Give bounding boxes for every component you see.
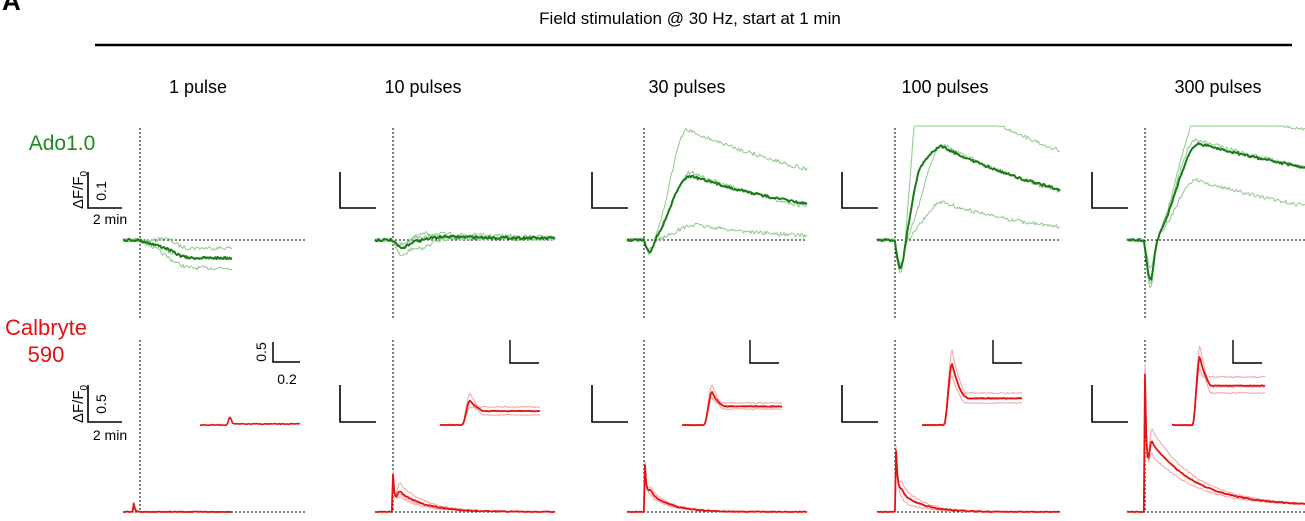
panel-label-1: 1 pulse [169,77,227,97]
ado-trace-2-1 [374,231,556,248]
ado-scale-bar-2 [339,172,376,209]
ca-scale-ylabel-sub: 0 [79,385,90,391]
figure-title: Field stimulation @ 30 Hz, start at 1 mi… [539,9,841,28]
ca-inset-trace-4-2 [921,365,1023,427]
inset-scale-value: 0.5 [253,342,269,362]
row-label-ado: Ado1.0 [29,132,96,155]
ca-inset-mean-1 [200,416,301,427]
ca-inset-trace-5-2 [1171,356,1266,427]
ado-scale-bar-4 [841,172,878,209]
ca-inset-trace-2-2 [439,400,541,427]
ado-scale-bar-5 [1091,172,1128,209]
ca-inset-trace-4-3 [921,375,1023,427]
ado-scale-bar: ΔF/F0 0.1 2 min [70,171,127,227]
ca-trace-3-3 [626,466,808,513]
ca-inset-mean-5 [1171,356,1266,427]
ca-scale-bar: ΔF/F0 0.5 2 min [70,385,127,443]
ca-trace-4-2 [876,452,1060,513]
panel-label-2: 10 pulses [384,77,461,97]
ca-scale-value: 0.5 [93,394,109,414]
ado-trace-3-2 [626,128,808,255]
ca-inset-trace-5-3 [1171,367,1266,427]
ca-scale-ylabel: ΔF/F [70,391,87,424]
panel-label-4: 100 pulses [901,77,988,97]
svg-text:ΔF/F0: ΔF/F0 [70,171,90,210]
row-label-590: 590 [28,342,65,367]
inset-scale-bar-4 [992,340,1022,364]
ado-trace-4-3 [876,200,1061,267]
svg-text:ΔF/F0: ΔF/F0 [70,385,90,424]
ca-inset-trace-3-3 [681,396,783,427]
ca-inset-mean-3 [682,390,783,427]
ado-scale-value: 0.1 [93,181,109,201]
ca-trace-3-2 [626,466,808,513]
ado-trace-1-3 [122,237,233,271]
ado-trace-3-3 [626,222,808,253]
ca-inset-mean-4 [921,362,1023,427]
ca-trace-3-1 [626,460,808,513]
ca-trace-4-1 [876,445,1060,513]
ado-trace-5-3 [1127,177,1305,269]
row-label-calbryte: Calbryte [5,315,87,340]
ca-trace-1-1 [123,502,232,513]
ca-trace-5-2 [1127,378,1305,513]
panel-label-5: 300 pulses [1174,77,1261,97]
inset-scale-bar-2 [509,340,539,364]
ado-scale-time: 2 min [93,211,127,227]
ado-scale-bar-3 [591,172,628,209]
ca-inset-trace-2-3 [439,405,541,427]
inset-scale-bar-5 [1232,340,1262,364]
ado-mean-trace-4 [876,144,1061,270]
ca-mean-trace-3 [626,464,807,513]
ado-mean-trace-2 [374,234,556,250]
ado-scale-ylabel: ΔF/F [70,177,87,210]
ca-inset-mean-2 [439,399,541,427]
ado-trace-4-2 [876,125,1061,273]
ca-mean-trace-1 [123,502,232,513]
ado-mean-trace-5 [1126,142,1305,281]
ca-inset-trace-4-1 [921,349,1023,426]
ca-inset-trace-2-1 [439,392,541,426]
ca-mean-trace-5 [1126,373,1305,513]
ca-inset-trace-3-2 [681,393,783,426]
panel-letter: A [2,0,21,16]
ca-scale-time: 2 min [93,427,127,443]
inset-scale-bar: 0.5 0.2 [253,342,300,387]
ado-mean-trace-3 [626,174,808,254]
ca-scale-bar-5 [1091,385,1128,423]
plot-area [122,125,1305,513]
ado-scale-ylabel-sub: 0 [79,171,90,177]
inset-scale-time: 0.2 [277,371,297,387]
ado-trace-2-3 [374,236,556,257]
inset-scale-bar-3 [749,340,779,364]
ca-scale-bar-4 [841,385,878,423]
ca-trace-4-3 [877,451,1061,513]
ca-mean-trace-2 [375,473,556,513]
ado-mean-trace-1 [122,237,233,261]
panel-label-3: 30 pulses [648,77,725,97]
ca-scale-bar-2 [339,385,376,423]
ca-mean-trace-4 [876,450,1061,513]
ca-scale-bar-3 [591,385,628,423]
